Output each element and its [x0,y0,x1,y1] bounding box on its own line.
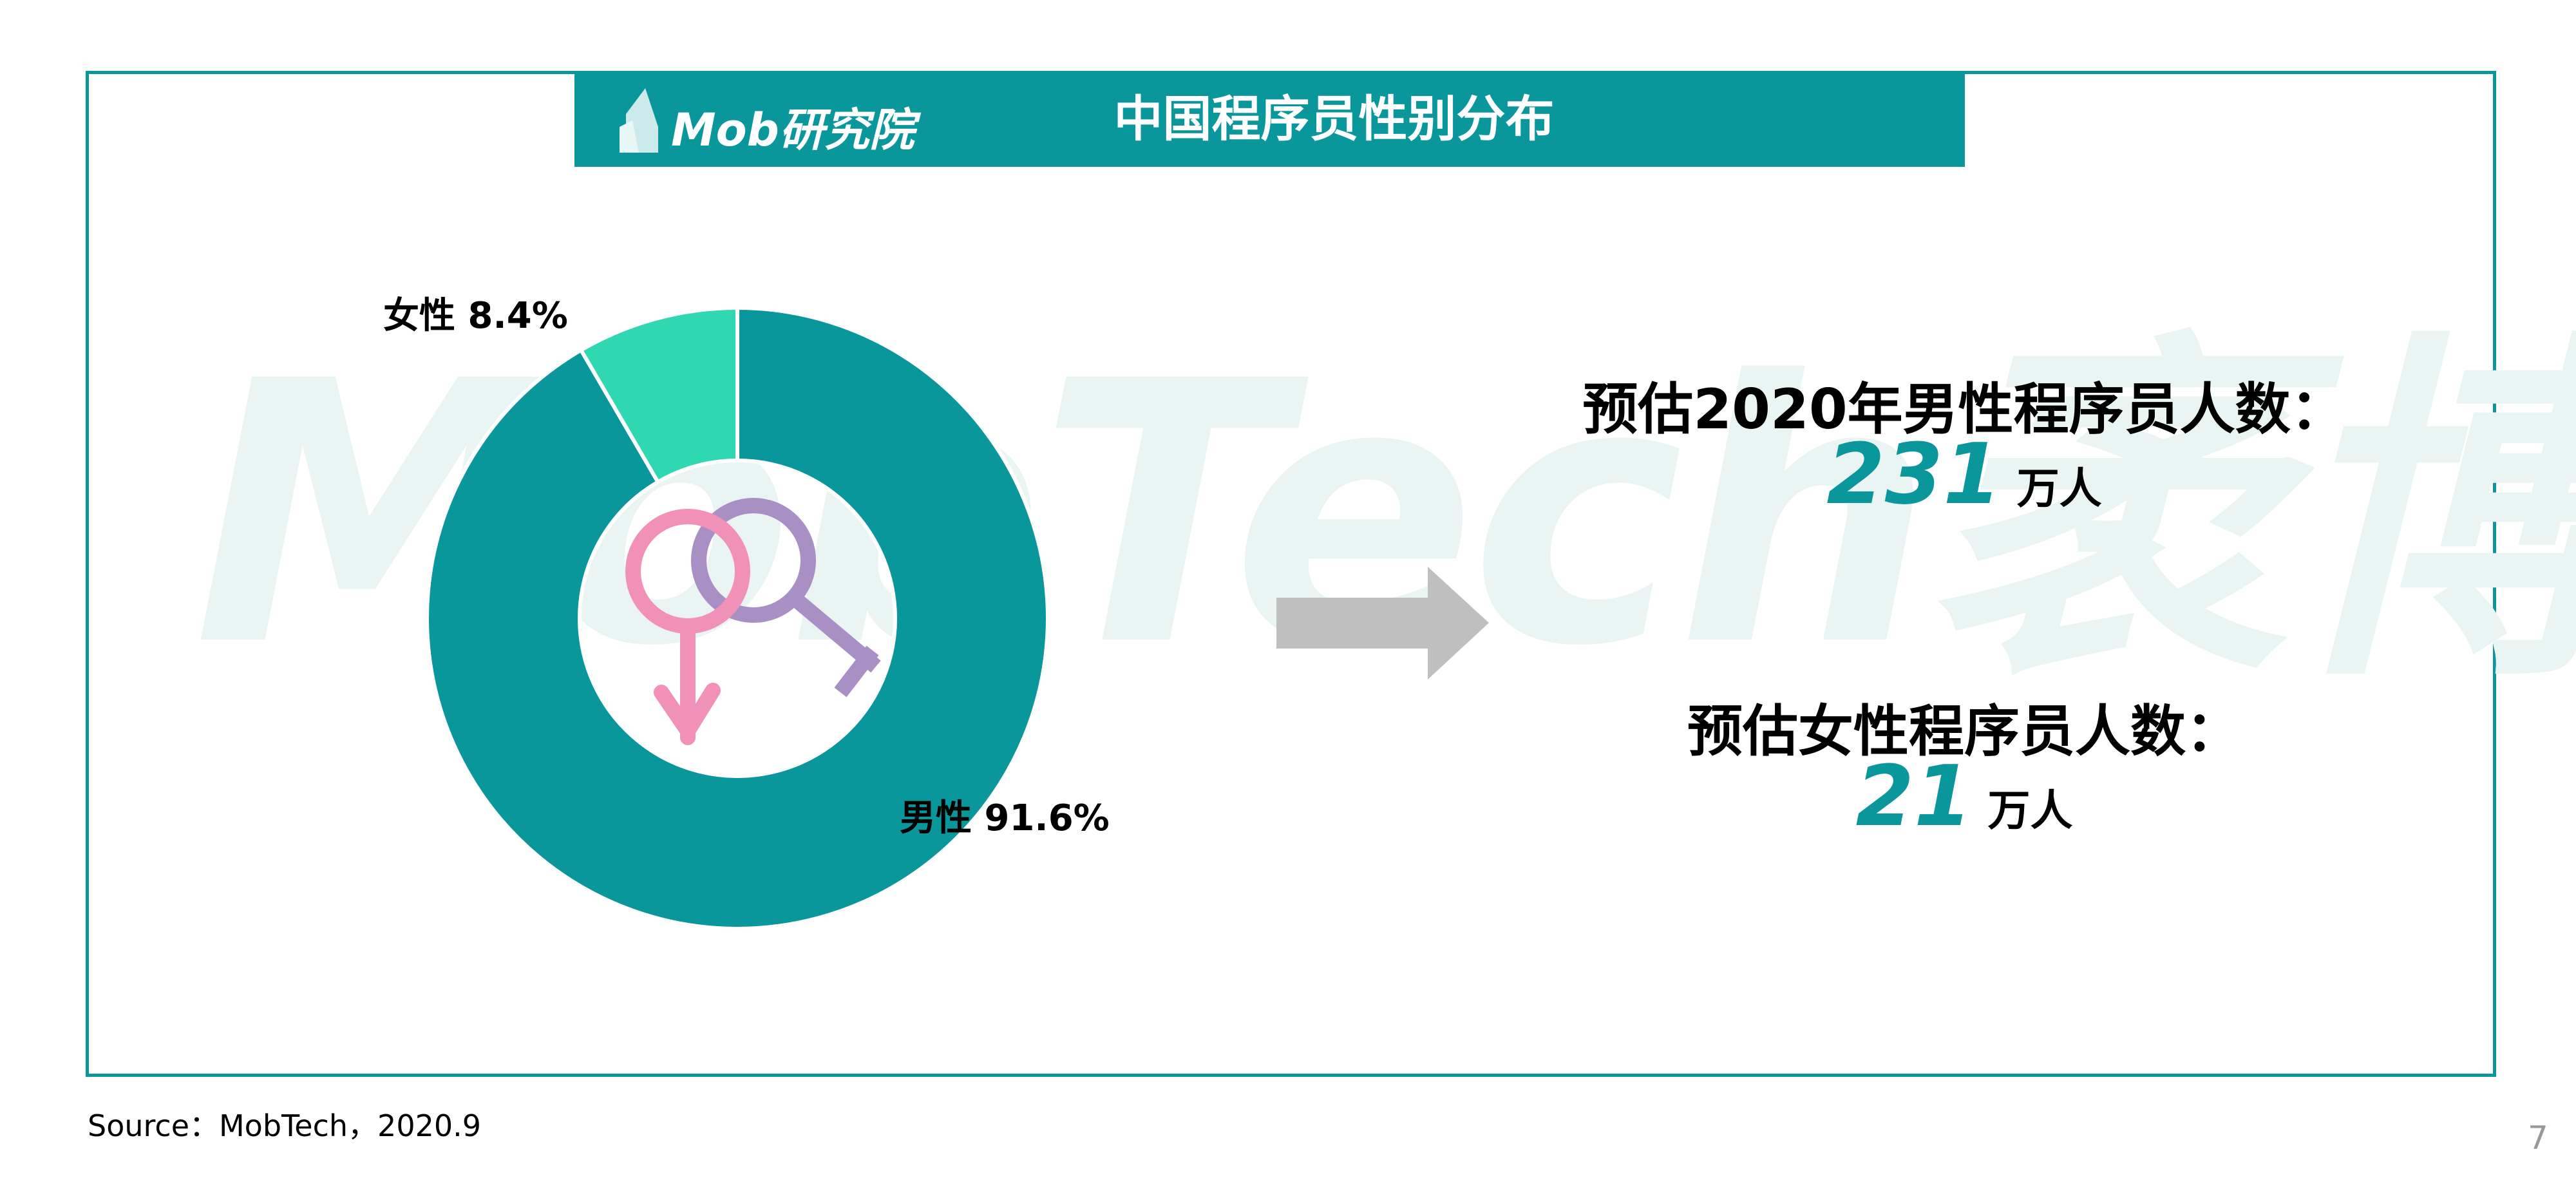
mob-logo: Mob研究院 [620,85,914,153]
gender-symbols-icon [625,498,881,745]
female-estimate-value: 21 [1855,747,1973,845]
female-slice-label: 女性 8.4% [383,295,568,337]
page-number: 7 [2528,1119,2548,1157]
donut-slice-female [578,305,739,485]
female-estimate: 21 万人 [1546,747,2383,845]
header-bar: Mob研究院 中国程序员性别分布 [574,71,1965,167]
source-note: Source：MobTech，2020.9 [88,1108,482,1143]
donut-slice-male [425,305,1050,931]
male-estimate: 231 万人 [1546,425,2383,523]
male-symbol-icon [625,509,750,745]
male-estimate-value: 231 [1826,425,2002,523]
male-estimate-unit: 万人 [2016,464,2102,513]
arrow-right-icon [1276,567,1489,679]
female-symbol-icon [691,498,881,698]
female-estimate-label: 预估女性程序员人数： [1687,699,2241,764]
male-estimate-label: 预估2020年男性程序员人数： [1582,377,2346,442]
page-title: 中国程序员性别分布 [1113,90,1555,147]
male-slice-label: 男性 91.6% [900,797,1110,839]
logo-text: Mob研究院 [671,104,914,157]
female-estimate-unit: 万人 [1987,786,2073,835]
logo-building-icon [620,88,658,153]
